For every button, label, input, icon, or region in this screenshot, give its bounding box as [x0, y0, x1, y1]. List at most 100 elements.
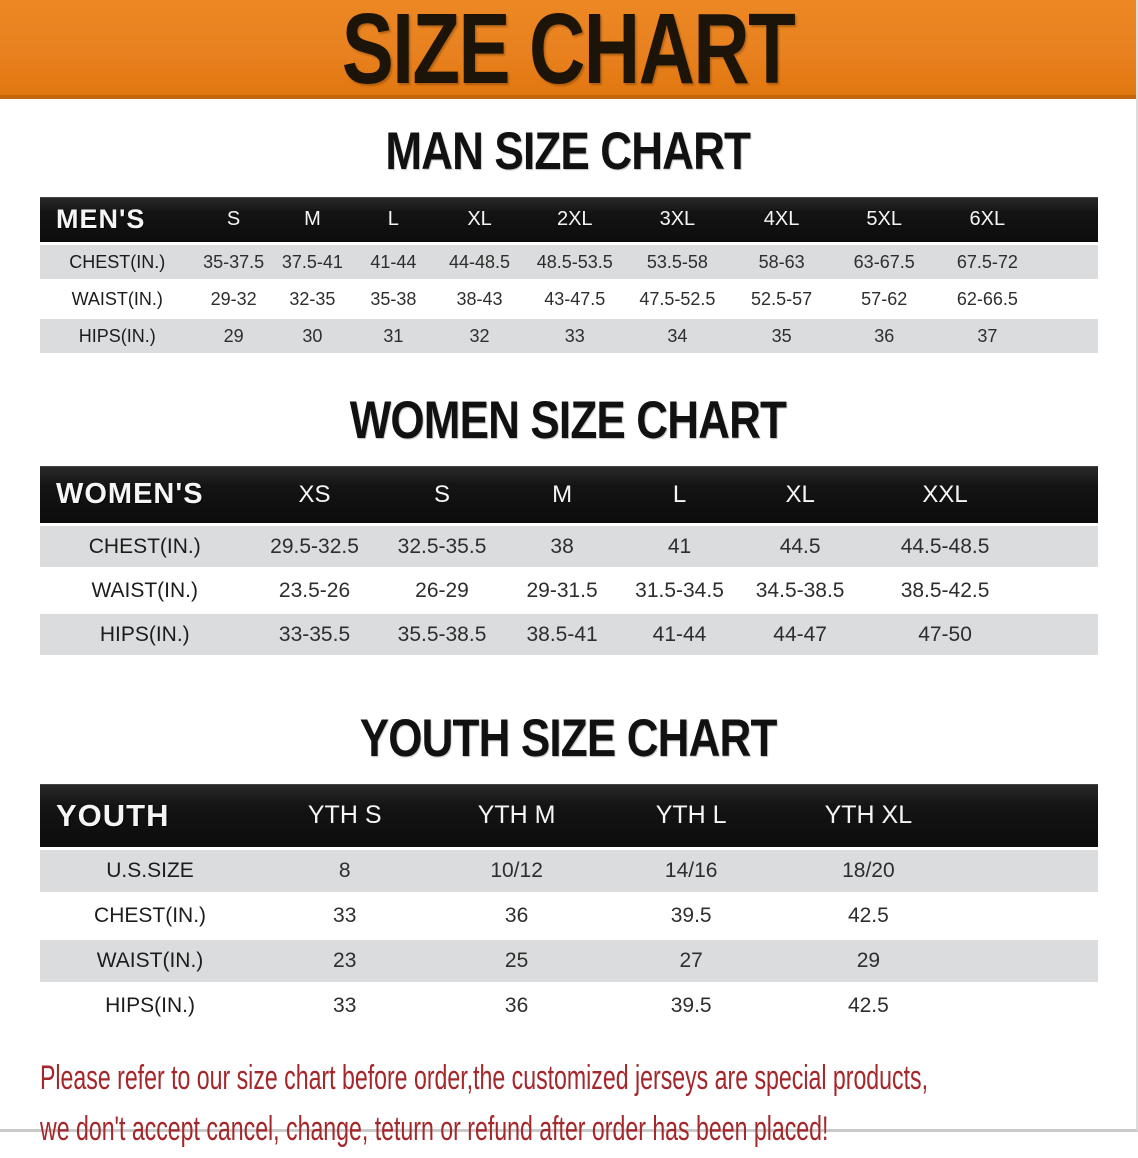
size-column-header: 5XL [833, 197, 935, 242]
size-value-cell: 27 [603, 940, 779, 982]
size-value-cell: 37.5-41 [272, 245, 353, 279]
header-spacer [958, 784, 1098, 847]
size-value-cell: 36 [429, 985, 604, 1027]
size-value-cell: 32 [434, 319, 525, 353]
size-value-cell: 38-43 [434, 282, 525, 316]
section-title-text: MAN SIZE CHART [385, 122, 752, 181]
table-row: WAIST(IN.) 29-32 32-35 35-38 38-43 43-47.5 47.… [40, 282, 1098, 316]
row-spacer [958, 895, 1098, 937]
size-column-header: XXL [860, 466, 1030, 523]
row-spacer [1029, 526, 1098, 567]
size-column-header: L [619, 466, 740, 523]
size-value-cell: 41 [619, 526, 740, 567]
size-value-cell: 44-48.5 [434, 245, 525, 279]
size-value-cell: 63-67.5 [833, 245, 935, 279]
size-value-cell: 48.5-53.5 [524, 245, 626, 279]
size-value-cell: 38.5-41 [504, 614, 620, 655]
size-value-cell: 47-50 [860, 614, 1030, 655]
size-value-cell: 44.5 [739, 526, 861, 567]
row-spacer [1039, 245, 1098, 279]
row-spacer [1029, 614, 1098, 655]
banner: SIZE CHART [0, 0, 1136, 99]
size-value-cell: 23 [260, 940, 430, 982]
size-value-cell: 30 [272, 319, 353, 353]
header-spacer [1029, 466, 1098, 523]
men-size-table: MEN'S S M L XL 2XL 3XL 4XL 5XL 6XL CHEST(IN.) 35-37… [40, 194, 1098, 356]
size-column-header: XL [739, 466, 861, 523]
section-title-text: WOMEN SIZE CHART [349, 391, 787, 450]
size-value-cell: 29-31.5 [504, 570, 620, 611]
size-column-header: XL [434, 197, 525, 242]
size-value-cell: 23.5-26 [249, 570, 380, 611]
size-value-cell: 35-37.5 [194, 245, 273, 279]
men-header-label: MEN'S [40, 197, 195, 242]
size-value-cell: 14/16 [603, 850, 779, 892]
size-value-cell: 26-29 [379, 570, 505, 611]
row-spacer [958, 985, 1098, 1027]
size-value-cell: 25 [429, 940, 604, 982]
women-size-table: WOMEN'S XS S M L XL XXL CHEST(IN.) 29.5-32.5 32.5… [40, 463, 1098, 658]
row-spacer [958, 850, 1098, 892]
youth-header-label: YOUTH [40, 784, 261, 847]
size-column-header: YTH XL [778, 784, 959, 847]
table-row: WAIST(IN.) 23.5-26 26-29 29-31.5 31.5-34.5 34… [40, 570, 1098, 611]
size-column-header: YTH M [429, 784, 604, 847]
youth-section-title: YOUTH SIZE CHART [0, 712, 1136, 765]
size-value-cell: 33-35.5 [249, 614, 380, 655]
size-column-header: M [504, 466, 620, 523]
size-value-cell: 35.5-38.5 [379, 614, 505, 655]
row-label: CHEST(IN.) [40, 895, 261, 937]
table-row: U.S.SIZE 8 10/12 14/16 18/20 [40, 850, 1098, 892]
row-spacer [1039, 282, 1098, 316]
table-row: CHEST(IN.) 35-37.5 37.5-41 41-44 44-48.5 48.5… [40, 245, 1098, 279]
size-column-header: M [272, 197, 353, 242]
men-section-title: MAN SIZE CHART [0, 125, 1136, 178]
disclaimer-line: Please refer to our size chart before or… [40, 1056, 1136, 1107]
size-value-cell: 62-66.5 [934, 282, 1040, 316]
size-value-cell: 29 [778, 940, 959, 982]
size-value-cell: 67.5-72 [934, 245, 1040, 279]
size-value-cell: 36 [429, 895, 604, 937]
size-value-cell: 35 [729, 319, 834, 353]
size-value-cell: 41-44 [352, 245, 435, 279]
row-spacer [1039, 319, 1098, 353]
size-value-cell: 47.5-52.5 [625, 282, 730, 316]
header-row: YOUTH YTH S YTH M YTH L YTH XL [40, 784, 1098, 847]
size-column-header: YTH S [260, 784, 430, 847]
header-row: WOMEN'S XS S M L XL XXL [40, 466, 1098, 523]
row-label: HIPS(IN.) [40, 985, 261, 1027]
row-spacer [1029, 570, 1098, 611]
size-column-header: S [194, 197, 273, 242]
size-value-cell: 8 [260, 850, 430, 892]
row-label: U.S.SIZE [40, 850, 261, 892]
row-label: CHEST(IN.) [40, 245, 195, 279]
size-value-cell: 57-62 [833, 282, 935, 316]
women-section-title: WOMEN SIZE CHART [0, 394, 1136, 447]
size-value-cell: 18/20 [778, 850, 959, 892]
size-column-header: L [352, 197, 435, 242]
row-label: WAIST(IN.) [40, 940, 261, 982]
size-value-cell: 44.5-48.5 [860, 526, 1030, 567]
size-column-header: 3XL [625, 197, 730, 242]
size-value-cell: 33 [260, 985, 430, 1027]
size-value-cell: 42.5 [778, 895, 959, 937]
size-value-cell: 36 [833, 319, 935, 353]
size-value-cell: 34.5-38.5 [739, 570, 861, 611]
size-value-cell: 37 [934, 319, 1040, 353]
size-value-cell: 39.5 [603, 895, 779, 937]
disclaimer-text-2: we don't accept cancel, change, teturn o… [40, 1110, 829, 1148]
table-row: HIPS(IN.) 29 30 31 32 33 34 35 36 37 [40, 319, 1098, 353]
row-label: HIPS(IN.) [40, 614, 250, 655]
table-row: HIPS(IN.) 33 36 39.5 42.5 [40, 985, 1098, 1027]
size-column-header: 4XL [729, 197, 834, 242]
size-value-cell: 33 [524, 319, 626, 353]
size-column-header: 2XL [524, 197, 626, 242]
size-value-cell: 39.5 [603, 985, 779, 1027]
size-value-cell: 29-32 [194, 282, 273, 316]
size-value-cell: 53.5-58 [625, 245, 730, 279]
disclaimer-text-1: Please refer to our size chart before or… [40, 1059, 928, 1097]
table-row: CHEST(IN.) 33 36 39.5 42.5 [40, 895, 1098, 937]
size-value-cell: 35-38 [352, 282, 435, 316]
row-spacer [958, 940, 1098, 982]
